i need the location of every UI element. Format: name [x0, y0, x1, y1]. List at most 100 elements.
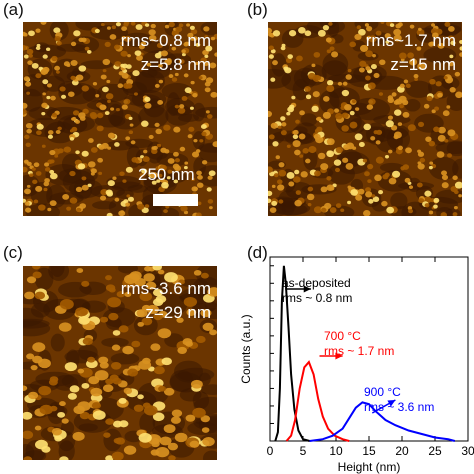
- afm-grain: [271, 184, 276, 188]
- afm-grain: [190, 37, 195, 41]
- afm-grain: [173, 126, 181, 133]
- afm-grain: [329, 46, 335, 51]
- afm-grain: [137, 394, 144, 400]
- afm-grain: [54, 36, 61, 42]
- afm-grain: [326, 49, 332, 54]
- afm-grain: [201, 160, 208, 165]
- afm-grain: [292, 134, 299, 140]
- afm-grain: [156, 179, 161, 183]
- afm-grain: [92, 81, 98, 86]
- afm-grain: [81, 184, 89, 191]
- afm-grain: [365, 75, 371, 81]
- afm-grain: [201, 427, 210, 433]
- afm-grain: [452, 175, 458, 181]
- afm-grain: [292, 140, 301, 148]
- afm-grain: [269, 207, 277, 213]
- afm-grain: [187, 32, 194, 38]
- afm-grain: [72, 110, 80, 116]
- afm-grain: [100, 316, 109, 323]
- afm-grain: [59, 456, 69, 460]
- afm-grain: [186, 308, 197, 316]
- afm-grain: [100, 74, 107, 80]
- afm-grain: [46, 95, 51, 100]
- afm-grain: [153, 366, 165, 375]
- afm-grain: [270, 49, 276, 54]
- afm-grain: [372, 54, 376, 58]
- afm-grain: [365, 50, 374, 58]
- afm-grain: [404, 177, 411, 183]
- afm-grain: [184, 161, 189, 165]
- afm-grain: [154, 83, 160, 88]
- afm-grain: [443, 76, 448, 80]
- afm-grain: [304, 86, 311, 92]
- afm-grain: [86, 50, 92, 54]
- afm-depression: [423, 46, 457, 64]
- afm-grain: [405, 83, 411, 88]
- afm-grain: [329, 207, 337, 213]
- afm-grain: [150, 343, 161, 351]
- afm-grain: [358, 67, 365, 73]
- afm-grain: [373, 130, 379, 135]
- afm-grain: [76, 268, 84, 273]
- afm-depression: [357, 126, 393, 143]
- afm-grain: [299, 154, 304, 158]
- afm-grain: [131, 156, 139, 163]
- afm-grain: [270, 122, 278, 129]
- rms-label-c: rms~3.6 nm: [120, 279, 211, 298]
- afm-grain: [313, 133, 321, 140]
- series-line-1: [285, 360, 350, 442]
- afm-grain: [35, 46, 41, 51]
- afm-grain: [179, 104, 185, 109]
- afm-grain: [313, 51, 321, 58]
- afm-grain: [343, 144, 350, 151]
- afm-grain: [161, 357, 172, 366]
- afm-grain: [355, 107, 360, 111]
- afm-grain: [193, 186, 198, 191]
- afm-grain: [183, 210, 189, 215]
- afm-grain: [70, 41, 77, 47]
- afm-grain: [25, 142, 31, 147]
- afm-grain: [367, 82, 376, 90]
- afm-grain: [321, 207, 327, 213]
- afm-grain: [268, 198, 272, 203]
- afm-grain: [307, 72, 316, 80]
- afm-grain: [402, 111, 410, 118]
- afm-grain: [356, 25, 362, 30]
- afm-grain: [195, 62, 200, 66]
- afm-grain: [115, 437, 126, 445]
- afm-grain: [23, 31, 27, 37]
- afm-grain: [54, 65, 60, 71]
- afm-grain: [106, 26, 111, 30]
- afm-grain: [47, 134, 54, 139]
- afm-grain: [345, 162, 354, 170]
- afm-grain: [100, 22, 105, 27]
- afm-grain: [178, 59, 185, 65]
- afm-grain: [320, 163, 329, 171]
- afm-grain: [49, 172, 58, 180]
- afm-image-b: rms~1.7 nm z=15 nm: [268, 22, 462, 216]
- afm-grain: [441, 182, 449, 189]
- afm-grain: [79, 411, 90, 420]
- afm-grain: [191, 177, 196, 181]
- afm-grain: [328, 22, 333, 26]
- afm-depression: [161, 83, 193, 99]
- afm-grain: [71, 126, 78, 132]
- afm-grain: [363, 210, 371, 216]
- afm-grain: [53, 27, 61, 34]
- afm-grain: [120, 210, 125, 214]
- afm-grain: [181, 52, 186, 57]
- afm-grain: [425, 136, 432, 142]
- afm-grain: [417, 62, 426, 70]
- afm-grain: [200, 308, 212, 318]
- afm-grain: [30, 365, 38, 371]
- afm-grain: [23, 411, 33, 420]
- afm-grain: [127, 368, 139, 377]
- afm-grain: [146, 62, 152, 67]
- afm-grain: [455, 91, 462, 99]
- afm-grain: [378, 92, 384, 96]
- afm-grain: [419, 157, 426, 163]
- afm-grain: [203, 62, 209, 67]
- afm-grain: [365, 191, 373, 198]
- afm-grain: [307, 202, 312, 207]
- afm-grain: [112, 176, 117, 181]
